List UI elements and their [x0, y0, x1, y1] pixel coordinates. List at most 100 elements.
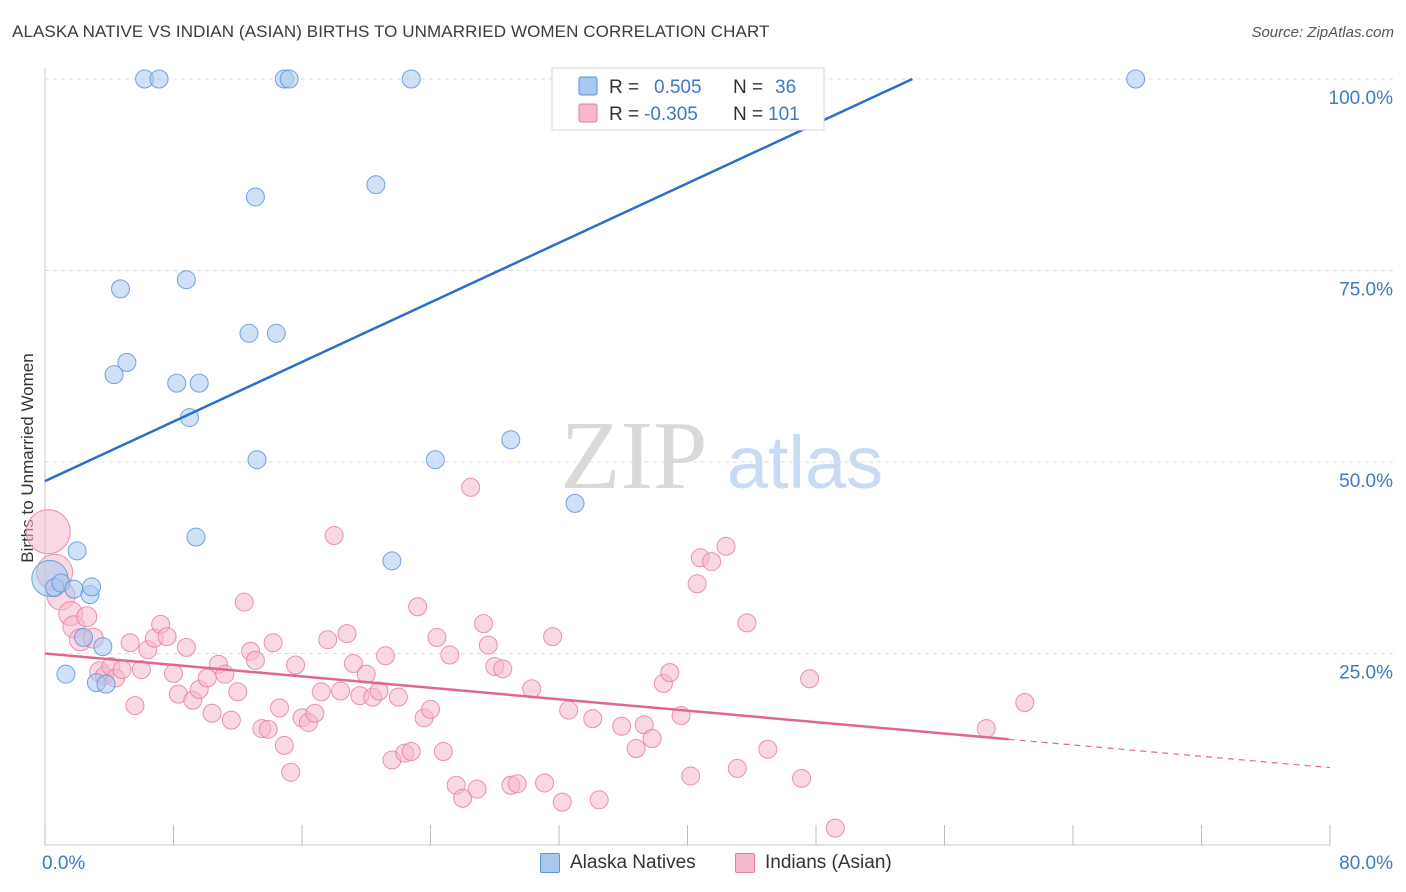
legend-label-alaska: Alaska Natives [570, 852, 696, 873]
indians-asian-point [120, 633, 140, 653]
indians-asian-point [474, 614, 494, 634]
indians-asian-point [228, 682, 248, 702]
indians-asian-point [318, 630, 338, 650]
y-tick-label: 75.0% [1339, 280, 1393, 301]
indians-asian-point [660, 663, 680, 683]
indians-asian-point [25, 509, 71, 555]
legend-swatch-alaska [540, 853, 560, 873]
tick-labels: 100.0% 75.0% 50.0% 25.0% 0.0% 80.0% [42, 88, 1393, 874]
legend-n-value-2: 101 [768, 104, 800, 125]
legend-item-indians-asian[interactable]: Indians (Asian) [735, 852, 892, 874]
alaska-natives-point [401, 69, 421, 89]
indians-asian-point [245, 650, 265, 670]
alaska-natives-point [176, 270, 196, 290]
alaska-natives-point [117, 352, 137, 372]
indians-asian-point [421, 699, 440, 719]
legend-label-indians: Indians (Asian) [765, 852, 892, 873]
indians-asian-point [702, 552, 722, 572]
indians-asian-point [286, 655, 306, 675]
alaska-natives-point [382, 551, 402, 571]
alaska-natives-point [266, 323, 286, 343]
indians-asian-point [687, 574, 707, 594]
alaska-natives-point [167, 373, 187, 393]
legend-n-label-2: N = [733, 104, 763, 125]
indians-asian-point [76, 606, 98, 628]
alaska-natives-point [279, 69, 299, 89]
indians-asian-points [25, 477, 1035, 838]
indians-asian-point [408, 597, 428, 617]
indians-asian-point [583, 709, 603, 729]
indians-asian-point [305, 703, 325, 723]
legend-swatch-indians [735, 853, 755, 873]
grid-lines [45, 78, 1395, 654]
legend-swatch-blue [578, 76, 598, 96]
indians-asian-point [543, 627, 563, 647]
legend-item-alaska-natives[interactable]: Alaska Natives [540, 852, 696, 874]
legend-bottom: Alaska Natives Indians (Asian) [0, 850, 1406, 880]
indians-asian-point [331, 681, 351, 701]
watermark-zip: ZIP [561, 402, 708, 510]
indians-asian-point [716, 536, 736, 556]
legend-n-value-1: 36 [775, 77, 796, 98]
x-tick-label: 0.0% [42, 853, 85, 874]
indians-asian-point [324, 526, 344, 546]
source-credit: Source: ZipAtlas.com [1251, 24, 1394, 41]
watermark: ZIP atlas [561, 402, 884, 510]
indians-asian-point [642, 729, 662, 749]
alaska-natives-point [366, 175, 386, 195]
legend-swatch-pink [578, 103, 598, 123]
indians-asian-point [274, 735, 294, 755]
alaska-natives-point [96, 674, 116, 694]
indians-asian-point [202, 703, 222, 723]
indians-asian-point [461, 477, 481, 497]
indians-asian-point [376, 646, 396, 666]
indians-asian-point [800, 669, 820, 689]
y-tick-label: 100.0% [1329, 88, 1394, 109]
alaska-natives-point [82, 577, 102, 597]
indians-asian-point [493, 659, 513, 679]
indians-asian-point [112, 660, 132, 680]
alaska-natives-points [31, 69, 1146, 694]
indians-asian-point [681, 766, 701, 786]
indians-asian-point [440, 645, 460, 665]
alaska-natives-point [67, 541, 87, 561]
alaska-natives-point [104, 365, 124, 385]
indians-asian-point [157, 627, 177, 647]
trend-lines [44, 77, 1331, 769]
watermark-atlas: atlas [727, 421, 883, 504]
trend-line-indians-asian [44, 652, 1009, 741]
indians-asian-point [792, 768, 812, 788]
chart-title: ALASKA NATIVE VS INDIAN (ASIAN) BIRTHS T… [12, 22, 770, 41]
y-tick-label: 25.0% [1339, 663, 1393, 684]
legend-n-label-1: N = [733, 77, 763, 98]
alaska-natives-point [425, 450, 445, 470]
indians-asian-point [612, 716, 632, 736]
indians-asian-point [270, 698, 290, 718]
alaska-natives-point [64, 579, 84, 599]
alaska-natives-point [1126, 69, 1146, 89]
indians-asian-point [125, 696, 145, 716]
indians-asian-point [467, 779, 487, 799]
alaska-natives-point [149, 69, 169, 89]
alaska-natives-point [245, 187, 265, 207]
alaska-natives-point [93, 637, 113, 657]
indians-asian-point [737, 613, 757, 633]
legend-r-label-2: R = [609, 104, 639, 125]
indians-asian-point [559, 700, 579, 720]
indians-asian-point [478, 635, 498, 655]
alaska-natives-point [74, 627, 94, 647]
indians-asian-point [453, 788, 473, 808]
indians-asian-point [401, 742, 421, 762]
alaska-natives-point [239, 323, 259, 343]
indians-asian-point [552, 792, 572, 812]
legend-top: R = 0.505 N = 36 R = -0.305 N = 101 [551, 67, 825, 131]
indians-asian-point [535, 773, 555, 793]
legend-r-label-1: R = [609, 77, 639, 98]
indians-asian-point [727, 758, 747, 778]
legend-r-value-1: 0.505 [654, 77, 702, 98]
indians-asian-point [263, 633, 283, 653]
y-tick-label: 50.0% [1339, 471, 1393, 492]
indians-asian-point [1015, 693, 1035, 713]
trend-line-alaska-natives [44, 77, 913, 483]
